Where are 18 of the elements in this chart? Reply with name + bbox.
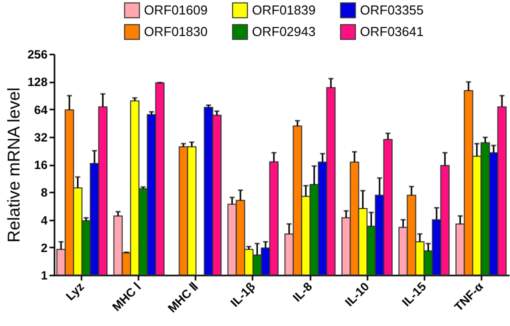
legend-label: ORF03355 [360,2,424,18]
legend-label: ORF01609 [144,2,208,18]
legend-label: ORF02943 [252,24,316,39]
legend-label: ORF03641 [360,24,424,39]
x-tick-label: Lyz [63,280,87,304]
y-tick-label: 32 [34,130,48,144]
legend-label: ORF01839 [252,2,316,18]
y-tick-label: 64 [34,102,48,117]
y-tick-label: 16 [34,158,48,172]
y-tick-label: 8 [40,186,48,200]
y-tick-label: 2 [40,240,48,255]
y-tick-label: 128 [27,75,48,90]
y-tick-label: 1 [40,268,48,282]
y-tick-label: 4 [40,213,48,228]
x-tick-label: IL-8 [290,279,316,305]
y-axis-title: Relative mRNA level [4,88,24,242]
y-tick-label: 256 [27,48,48,62]
legend-label: ORF01830 [144,24,208,39]
